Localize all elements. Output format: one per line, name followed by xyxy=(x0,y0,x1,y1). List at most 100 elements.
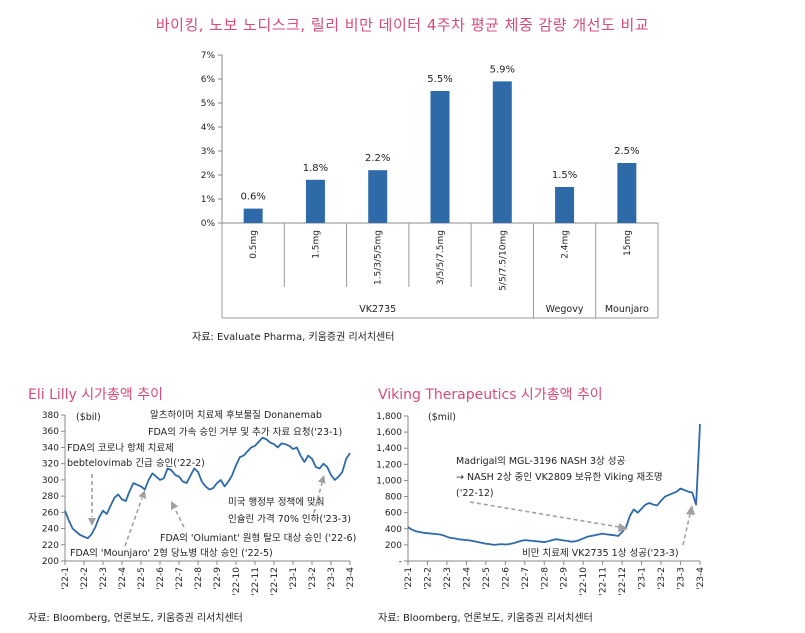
left-arrow-mounjaro-head xyxy=(138,490,147,499)
line-x-tick-label: '22-1 xyxy=(61,567,71,590)
line-x-tick-label: '22-4 xyxy=(462,567,472,590)
bar-category-label: 3/5/5/7.5mg xyxy=(436,230,446,285)
line-y-tick-label: 300 xyxy=(42,476,59,486)
right-arrow-madrigal-head xyxy=(618,523,628,532)
top-chart-title: 바이킹, 노보 노디스크, 릴리 비만 데이터 4주차 평균 체중 감량 개선도… xyxy=(155,16,650,34)
right-chart-source: 자료: Bloomberg, 언론보도, 키움증권 리서치센터 xyxy=(378,613,593,624)
bar-value-label: 5.5% xyxy=(427,74,452,85)
bar-category-label: 5/5/7.5/10mg xyxy=(498,230,508,291)
line-y-tick-label: 360 xyxy=(42,427,59,437)
right-arrow-vk2735-head xyxy=(686,505,695,515)
bar-value-label: 0.6% xyxy=(240,192,265,203)
bar-y-tick-label: 4% xyxy=(201,123,216,133)
line-y-tick-label: 320 xyxy=(42,460,59,470)
line-x-tick-label: '22-3 xyxy=(99,567,109,590)
line-y-tick-label: 1,200 xyxy=(376,460,402,470)
bar xyxy=(430,91,450,223)
line-x-tick-label: '22-8 xyxy=(194,567,204,590)
left-arrow-covid-head xyxy=(88,518,96,526)
line-x-tick-label: '22-7 xyxy=(175,567,185,590)
left-arrow-mounjaro xyxy=(124,497,143,547)
bar-group-label: Wegovy xyxy=(546,304,584,315)
right-annotation-madrigal-3: ('22-12) xyxy=(456,488,494,499)
bar xyxy=(243,208,263,223)
bar-value-label: 2.2% xyxy=(365,153,390,164)
left-annotation-insulin-1: 미국 행정부 정책에 맞춰 xyxy=(228,496,324,508)
line-series xyxy=(407,424,701,546)
left-arrow-olumiant xyxy=(174,508,185,528)
line-y-tick-label: 1,000 xyxy=(376,476,402,486)
left-annotation-covid-1: FDA의 코로나 항체 치료제 xyxy=(67,442,174,454)
left-annotation-olumiant: FDA의 'Olumiant' 원형 탈모 대상 승인 ('22-6) xyxy=(160,532,356,544)
left-arrow-insulin xyxy=(313,482,323,514)
left-arrow-insulin-head xyxy=(317,475,326,484)
line-y-tick-label: 1,800 xyxy=(376,412,402,422)
line-x-tick-label: '22-12 xyxy=(618,567,628,596)
left-annotation-donanemab-1: 알츠하이머 치료제 후보물질 Donanemab xyxy=(150,409,322,421)
line-x-tick-label: '22-12 xyxy=(270,567,280,596)
bar-value-label: 1.8% xyxy=(303,163,328,174)
right-unit-label: ($mil) xyxy=(428,412,456,423)
right-arrow-vk2735 xyxy=(682,513,691,546)
line-x-tick-label: '23-4 xyxy=(696,567,706,590)
line-y-tick-label: 600 xyxy=(385,509,402,519)
left-annotation-covid-2: bebtelovimab 긴급 승인('22-2) xyxy=(67,458,205,469)
line-x-tick-label: '22-3 xyxy=(443,567,453,590)
bar xyxy=(492,81,512,224)
line-x-tick-label: '22-1 xyxy=(404,567,414,590)
bar-value-label: 1.5% xyxy=(552,170,577,181)
line-y-tick-label: 280 xyxy=(42,492,59,502)
line-y-tick-label: 400 xyxy=(385,525,402,535)
line-x-tick-label: '22-8 xyxy=(540,567,550,590)
line-y-tick-label: 240 xyxy=(42,525,59,535)
bar-y-tick-label: 5% xyxy=(201,99,216,109)
line-y-tick-label: - xyxy=(399,557,402,567)
line-y-tick-label: 260 xyxy=(42,508,59,518)
line-y-tick-label: 1,600 xyxy=(376,428,402,438)
line-y-tick-label: 380 xyxy=(42,411,59,421)
bar-y-tick-label: 3% xyxy=(201,147,216,157)
left-chart-title: Eli Lilly 시가총액 추이 xyxy=(28,387,164,403)
left-unit-label: ($bil) xyxy=(76,412,101,423)
line-y-tick-label: 200 xyxy=(42,557,59,567)
line-x-tick-label: '22-2 xyxy=(423,567,433,590)
right-chart-title: Viking Therapeutics 시가총액 추이 xyxy=(378,387,603,403)
bar xyxy=(617,163,637,223)
bar xyxy=(555,187,575,223)
left-chart-source: 자료: Bloomberg, 언론보도, 키움증권 리서치센터 xyxy=(28,613,243,624)
line-y-tick-label: 1,400 xyxy=(376,444,402,454)
bar-group-label: Mounjaro xyxy=(605,304,649,315)
line-x-tick-label: '23-4 xyxy=(346,567,356,590)
line-y-tick-label: 220 xyxy=(42,541,59,551)
line-x-tick-label: '22-5 xyxy=(482,567,492,590)
line-x-tick-label: '22-5 xyxy=(137,567,147,590)
line-x-tick-label: '23-1 xyxy=(289,567,299,590)
left-annotation-mounjaro: FDA의 'Mounjaro' 2형 당뇨병 대상 승인 ('22-5) xyxy=(70,548,273,559)
bar-y-tick-label: 6% xyxy=(201,75,216,85)
line-x-tick-label: '22-10 xyxy=(579,567,589,596)
line-x-tick-label: '22-9 xyxy=(213,567,223,590)
bar-y-tick-label: 0% xyxy=(201,219,216,229)
bar-category-label: 1.5/3/5/5mg xyxy=(374,230,384,285)
line-y-tick-label: 340 xyxy=(42,443,59,453)
left-arrow-olumiant-head xyxy=(171,501,179,510)
bar-y-tick-label: 7% xyxy=(201,51,216,61)
line-x-tick-label: '23-2 xyxy=(308,567,318,590)
right-annotation-vk2735: 비만 치료제 VK2735 1상 성공('23-3) xyxy=(522,547,679,559)
line-y-tick-label: 200 xyxy=(385,541,402,551)
top-chart-source: 자료: Evaluate Pharma, 키움증권 리서치센터 xyxy=(192,332,395,343)
line-x-tick-label: '22-11 xyxy=(599,567,609,596)
left-annotation-donanemab-2: FDA의 가속 승인 거부 및 추가 자료 요청('23-1) xyxy=(148,426,342,438)
line-x-tick-label: '22-7 xyxy=(521,567,531,590)
right-annotation-madrigal-1: Madrigal의 MGL-3196 NASH 3상 성공 xyxy=(456,456,625,467)
bar xyxy=(368,170,388,223)
line-x-tick-label: '22-4 xyxy=(118,567,128,590)
line-x-tick-label: '22-2 xyxy=(80,567,90,590)
line-series xyxy=(64,436,351,540)
bar-value-label: 5.9% xyxy=(490,64,515,75)
line-y-tick-label: 800 xyxy=(385,493,402,503)
line-x-tick-label: '23-1 xyxy=(638,567,648,590)
line-x-tick-label: '22-6 xyxy=(156,567,166,590)
